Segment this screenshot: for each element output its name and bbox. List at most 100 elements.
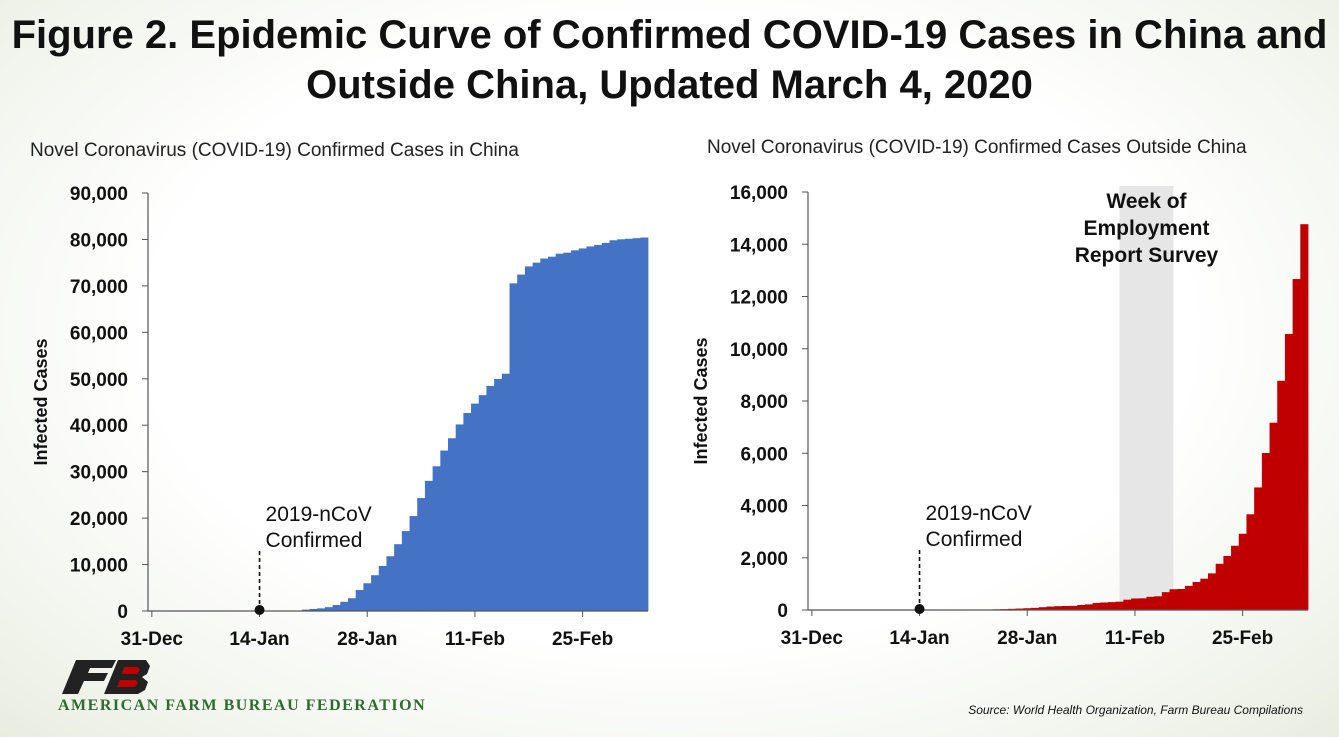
chart1-bar	[1192, 581, 1201, 610]
chart1-x-tick-label: 31-Dec	[781, 628, 844, 649]
chart0-bar	[424, 480, 434, 611]
chart1-bar	[1284, 333, 1294, 610]
chart1-bar	[1261, 453, 1270, 610]
chart0-y-tick-label: 60,000	[70, 323, 128, 344]
chart1-bar	[1123, 599, 1132, 610]
chart0-y-axis-label: Infected Cases	[31, 338, 51, 465]
chart1-y-tick-label: 12,000	[730, 288, 788, 309]
chart0-bar	[509, 283, 518, 611]
chart0-bar	[409, 516, 418, 611]
chart1-bar	[1108, 602, 1117, 610]
chart0-y-tick-label: 70,000	[70, 277, 128, 298]
chart1-bar	[1084, 604, 1094, 610]
chart0-bar	[324, 607, 334, 611]
chart0-bar	[348, 598, 357, 611]
chart1-bar	[1077, 605, 1086, 610]
chart0-bar	[640, 237, 649, 611]
chart1-bar	[1231, 545, 1240, 610]
chart1-y-tick-label: 8,000	[740, 392, 788, 413]
chart1-y-tick-label: 10,000	[730, 340, 788, 361]
chart0-bar	[524, 266, 534, 611]
chart-china-title: Novel Coronavirus (COVID-19) Confirmed C…	[30, 140, 519, 161]
chart1-bar	[1023, 608, 1032, 610]
chart1-highlight-label-0: Week of	[1106, 190, 1187, 213]
chart0-bar	[309, 608, 318, 611]
chart1-y-tick-label: 14,000	[730, 235, 788, 256]
chart0-bar	[355, 590, 364, 611]
organization-name: AMERICAN FARM BUREAU FEDERATION	[58, 697, 427, 714]
chart0-y-tick-label: 80,000	[70, 230, 128, 251]
chart0-bar	[332, 605, 341, 611]
chart0-bar	[494, 378, 503, 611]
chart0-y-tick-label: 10,000	[70, 556, 128, 577]
chart0-x-tick-label: 25-Feb	[552, 629, 613, 650]
chart1-y-tick-label: 2,000	[740, 549, 788, 570]
chart1-bar	[1015, 608, 1024, 610]
chart0-bar	[478, 395, 487, 611]
chart0-bar	[571, 250, 580, 612]
figure-title: Figure 2. Epidemic Curve of Confirmed CO…	[11, 13, 1328, 107]
chart0-bar	[563, 252, 572, 612]
chart0-bar	[394, 544, 403, 611]
chart1-bar	[1269, 422, 1278, 610]
chart0-bar	[578, 248, 587, 611]
chart1-annotation-label-1: Confirmed	[926, 528, 1023, 551]
chart1-annotation-label-0: 2019-nCoV	[926, 502, 1032, 525]
chart0-bar	[586, 246, 595, 611]
chart1-x-tick-label: 25-Feb	[1212, 628, 1273, 649]
source-note: Source: World Health Organization, Farm …	[968, 703, 1303, 717]
chart0-bar	[609, 240, 618, 611]
chart1-bar	[1161, 592, 1170, 610]
chart0-bar	[555, 253, 564, 611]
chart0-y-tick-label: 0	[117, 602, 128, 623]
chart0-bar	[540, 258, 549, 611]
chart0-y-tick-label: 40,000	[70, 416, 128, 437]
chart0-bar	[401, 531, 410, 611]
chart1-bar	[1277, 380, 1286, 610]
chart1-highlight-label-1: Employment	[1083, 217, 1209, 240]
chart1-bar	[1184, 585, 1194, 610]
chart1-bar	[1038, 607, 1047, 610]
chart0-bar	[532, 262, 541, 611]
chart0-annotation-label-0: 2019-nCoV	[266, 503, 372, 526]
chart1-y-tick-label: 6,000	[740, 444, 788, 465]
chart1-bar	[1031, 607, 1040, 610]
chart0-bar	[363, 583, 372, 611]
chart0-bar	[601, 242, 610, 611]
chart1-y-tick-label: 4,000	[740, 497, 788, 518]
chart1-bar	[1069, 605, 1078, 610]
chart0-x-tick-label: 31-Dec	[121, 629, 184, 650]
chart1-x-tick-label: 11-Feb	[1105, 628, 1165, 649]
chart0-bar	[455, 424, 464, 611]
chart1-bar	[1246, 514, 1255, 610]
chart0-bar	[371, 575, 380, 611]
chart0-bar	[632, 238, 641, 612]
chart0-bar	[501, 373, 510, 611]
chart1-bar	[1138, 598, 1147, 610]
chart0-x-tick-label: 28-Jan	[337, 629, 397, 650]
chart1-bar	[1208, 573, 1217, 610]
chart1-annotation-dot	[914, 604, 925, 614]
chart0-y-tick-label: 90,000	[70, 184, 128, 205]
chart0-x-tick-label: 14-Jan	[229, 629, 289, 650]
chart0-bar	[463, 412, 472, 611]
chart1-x-tick-label: 14-Jan	[889, 628, 949, 649]
chart0-bar	[486, 385, 495, 611]
chart0-bar	[301, 609, 310, 611]
chart0-y-tick-label: 30,000	[70, 463, 128, 484]
chart0-bar	[471, 403, 480, 611]
chart0-bar	[440, 450, 449, 611]
chart1-bar	[1154, 596, 1163, 610]
chart1-bar	[1177, 588, 1186, 610]
chart1-bar	[1223, 555, 1232, 610]
chart1-bar	[1131, 598, 1140, 610]
chart0-annotation-dot	[254, 605, 265, 615]
chart1-bar	[1054, 606, 1063, 610]
chart1-bar	[1100, 602, 1109, 610]
chart1-highlight-label-2: Report Survey	[1075, 244, 1219, 267]
chart1-bar	[1115, 601, 1124, 610]
chart0-bar	[417, 498, 426, 611]
chart1-bar	[1254, 487, 1263, 610]
chart1-bar	[1061, 606, 1070, 610]
chart0-bar	[317, 608, 326, 611]
